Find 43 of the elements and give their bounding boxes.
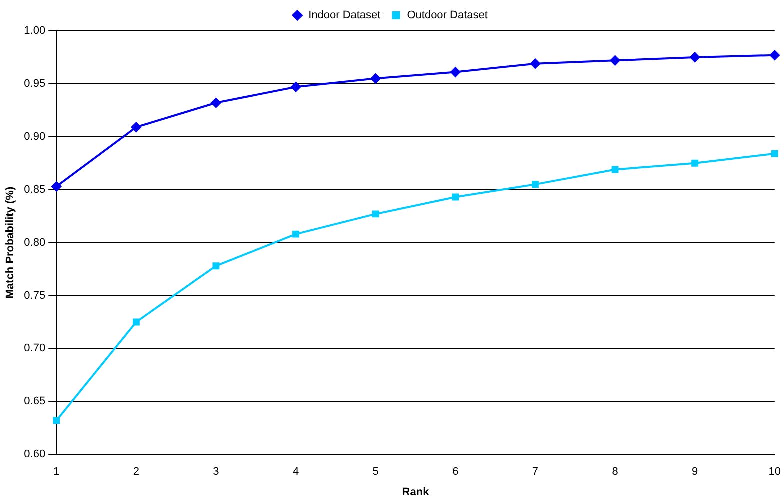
y-tick-label: 0.65 [24, 396, 46, 408]
x-tick-label: 4 [292, 466, 300, 478]
y-tick-label: 0.80 [24, 236, 46, 249]
y-tick-label: 0.75 [24, 290, 46, 302]
x-tick-label: 7 [532, 466, 539, 478]
point [530, 58, 540, 69]
y-tick-label: 0.90 [24, 130, 46, 143]
point [450, 67, 461, 78]
x-tick-label: 6 [452, 466, 459, 478]
y-axis-title: Match Probability (%) [4, 186, 17, 299]
legend-label: Indoor Dataset [308, 10, 381, 22]
point [370, 74, 381, 84]
x-tick-label: 1 [54, 466, 60, 478]
point [690, 52, 700, 62]
point [770, 50, 780, 60]
x-axis-title: Rank [402, 486, 430, 498]
point [610, 56, 620, 66]
point [132, 318, 140, 326]
y-tick-label: 0.85 [24, 184, 46, 196]
point [771, 150, 778, 158]
point [532, 181, 539, 188]
x-tick-label: 5 [372, 466, 379, 478]
y-tick-label: 1.00 [24, 25, 46, 38]
x-tick-label: 10 [768, 466, 782, 478]
x-tick-label: 2 [133, 466, 140, 478]
legend-label: Outdoor Dataset [407, 10, 488, 22]
point [452, 194, 460, 201]
point [212, 262, 220, 270]
point [291, 82, 302, 92]
point [131, 122, 142, 132]
point [292, 230, 300, 238]
point [612, 166, 619, 174]
x-tick-label: 9 [692, 466, 698, 478]
y-tick-label: 0.95 [24, 78, 46, 90]
point [52, 182, 62, 192]
x-tick-label: 8 [612, 466, 618, 478]
point [53, 417, 60, 424]
x-tick-label: 3 [213, 466, 220, 478]
point [692, 160, 699, 167]
y-tick-label: 0.60 [24, 448, 46, 461]
y-tick-label: 0.70 [24, 342, 46, 355]
point [372, 210, 380, 218]
point [211, 98, 222, 108]
